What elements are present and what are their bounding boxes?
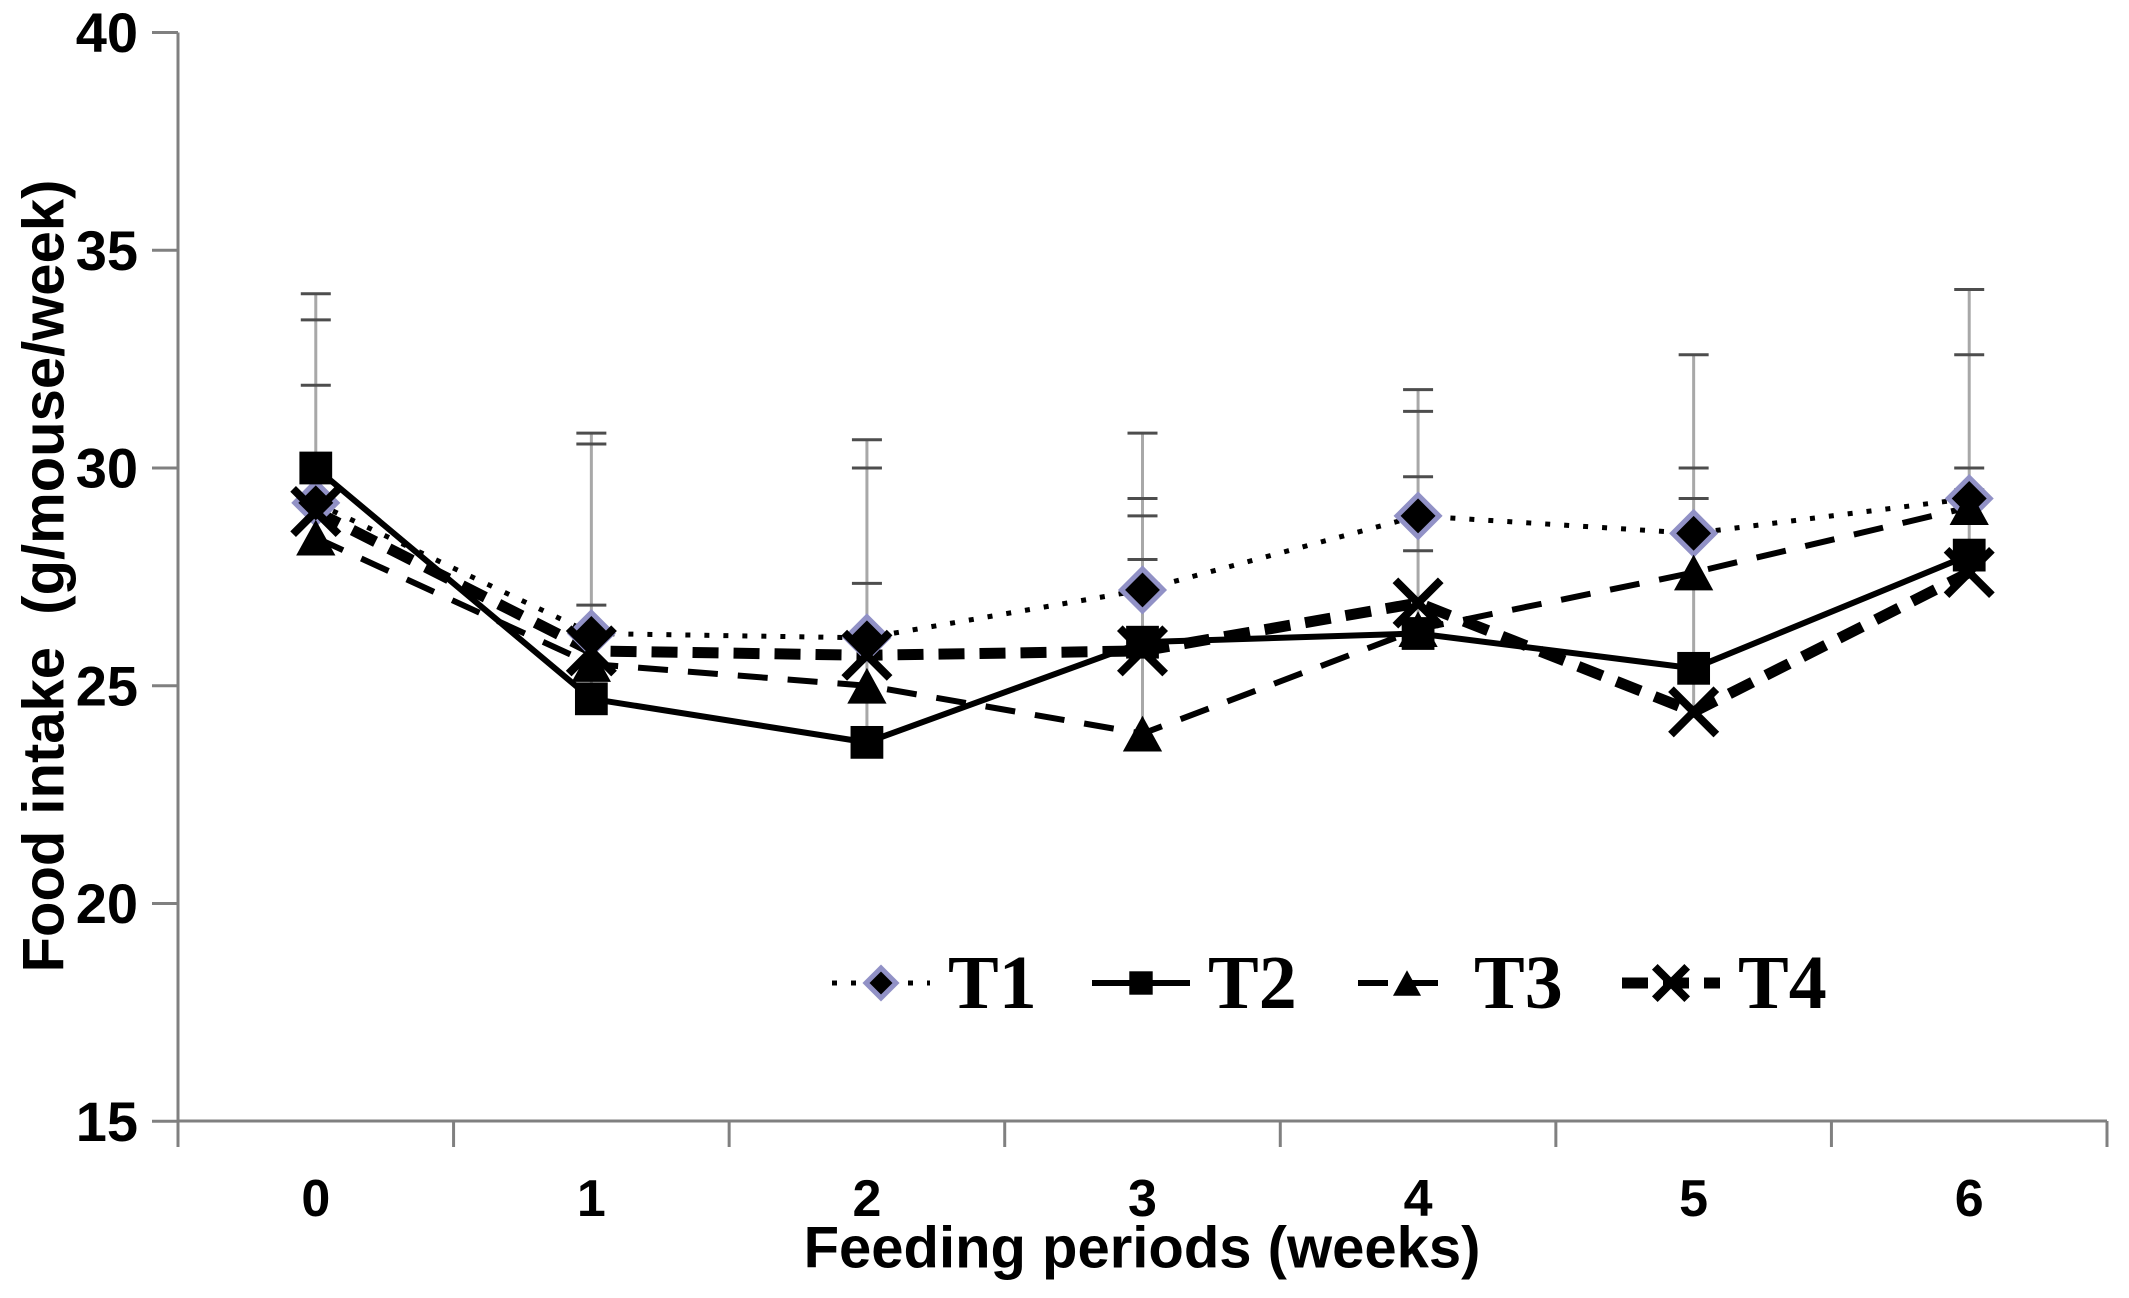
x-tick-label: 1 [577, 1170, 606, 1228]
y-tick-label: 25 [76, 654, 138, 717]
error-bars [300, 287, 1985, 743]
legend-label-T1: T1 [948, 941, 1037, 1025]
legend-label-T3: T3 [1474, 941, 1563, 1025]
y-tick-label: 35 [76, 219, 138, 282]
x-tick-label: 6 [1955, 1170, 1984, 1228]
y-tick-label: 15 [76, 1090, 138, 1153]
y-tick-label: 30 [76, 437, 138, 500]
x-tick-label: 5 [1679, 1170, 1708, 1228]
legend: T1 T2 T3 T4 [832, 941, 1827, 1025]
legend-label-T4: T4 [1738, 941, 1827, 1025]
axes: 15 20 25 30 35 40 0 1 2 3 4 5 6 [76, 1, 2109, 1228]
y-tick-label: 40 [76, 1, 138, 64]
x-axis-title: Feeding periods (weeks) [803, 1215, 1481, 1281]
y-axis-title: Food intake (g/mouse/week) [11, 179, 77, 973]
x-tick-label: 2 [852, 1170, 881, 1228]
y-tick-label: 20 [76, 872, 138, 935]
x-tick-label: 4 [1404, 1170, 1433, 1228]
x-tick-label: 0 [301, 1170, 330, 1228]
legend-label-T2: T2 [1208, 941, 1297, 1025]
x-tick-label: 3 [1128, 1170, 1157, 1228]
series-T2-markers [299, 451, 1986, 759]
